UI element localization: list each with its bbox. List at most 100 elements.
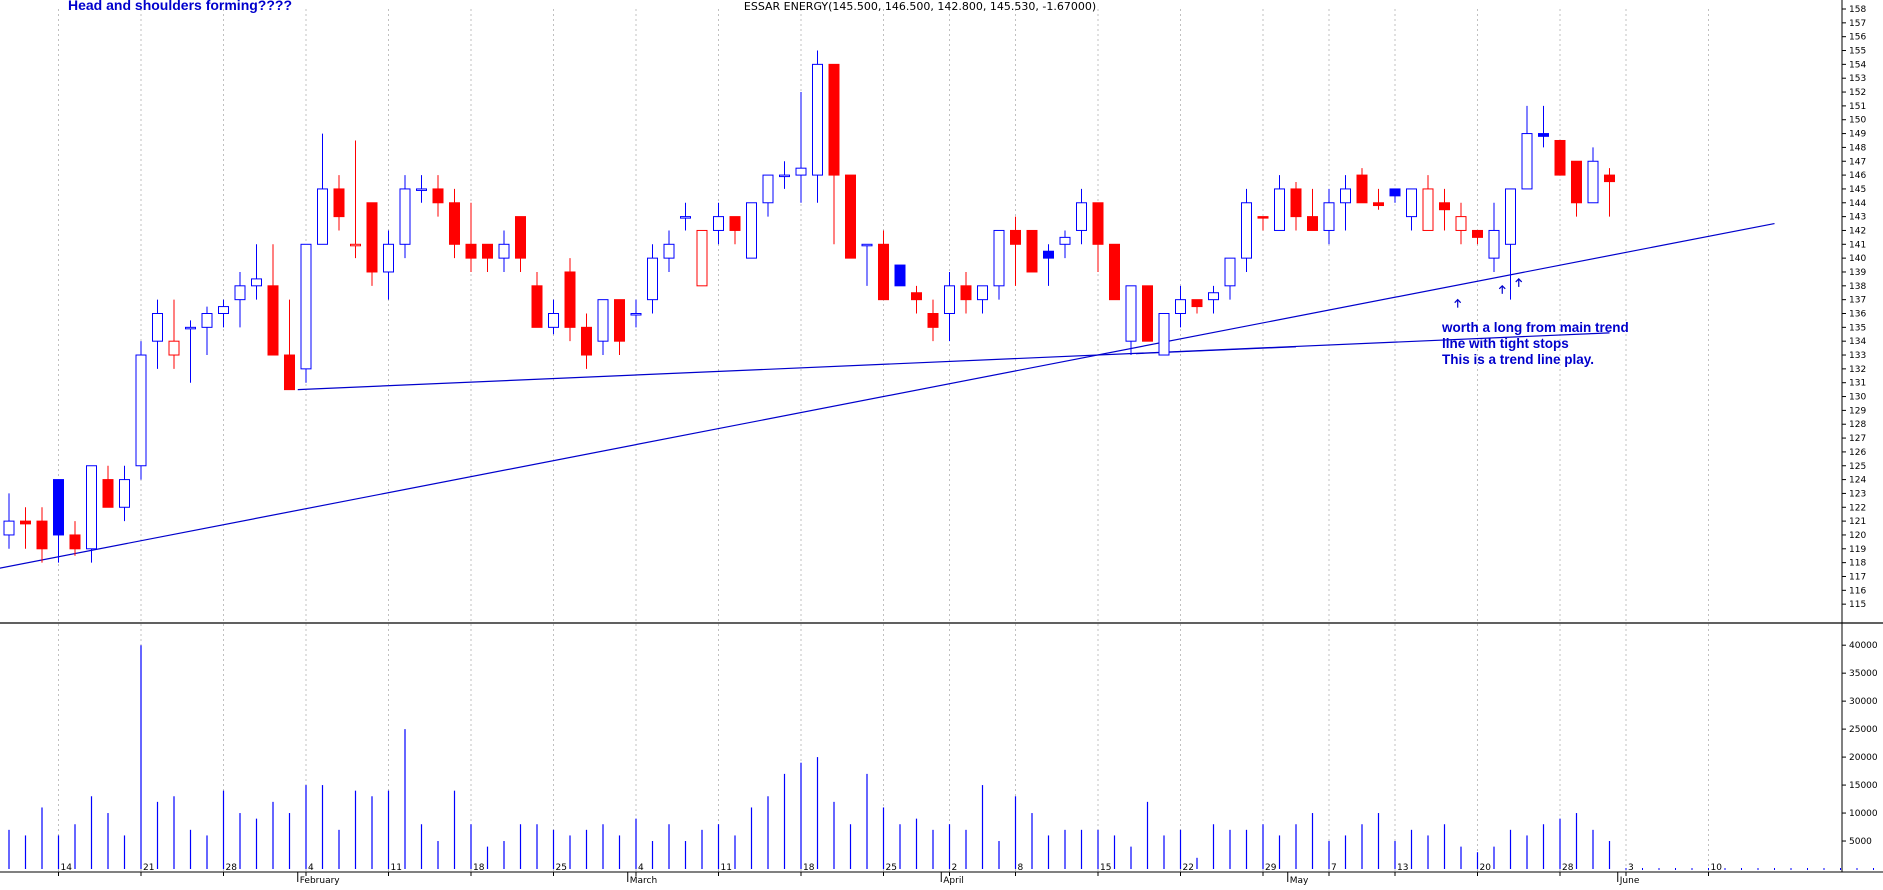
date-label: 8 bbox=[1018, 863, 1024, 873]
candle-body bbox=[1257, 216, 1269, 219]
candle-body bbox=[1571, 160, 1582, 204]
candle-body bbox=[663, 243, 675, 259]
arrow-head bbox=[1454, 298, 1462, 304]
price-tick-label: 132 bbox=[1849, 365, 1866, 375]
price-tick-label: 148 bbox=[1849, 143, 1866, 153]
date-label: 29 bbox=[1265, 863, 1277, 873]
date-label: 2 bbox=[952, 863, 958, 873]
candle-body bbox=[267, 285, 279, 356]
candle-body bbox=[1323, 202, 1335, 231]
candle-body bbox=[597, 299, 609, 342]
date-label: 25 bbox=[556, 863, 567, 873]
price-tick-label: 156 bbox=[1849, 33, 1866, 43]
candle-body bbox=[1406, 188, 1417, 218]
candle-body bbox=[119, 479, 130, 508]
annotation-head-and-shoulders: Head and shoulders forming???? bbox=[68, 0, 293, 13]
price-tick-label: 136 bbox=[1849, 310, 1866, 320]
candle-body bbox=[201, 313, 213, 328]
date-label: 22 bbox=[1183, 863, 1194, 873]
month-label: May bbox=[1290, 876, 1309, 885]
candle-body bbox=[1538, 133, 1549, 137]
candle-body bbox=[251, 278, 262, 287]
price-tick-label: 127 bbox=[1849, 434, 1866, 444]
candle-body bbox=[894, 264, 906, 287]
candle-body bbox=[779, 174, 790, 178]
candle-body bbox=[1175, 299, 1186, 314]
price-tick-label: 140 bbox=[1849, 254, 1866, 264]
candle-body bbox=[218, 306, 229, 315]
candle-body bbox=[1340, 188, 1351, 204]
candle-body bbox=[696, 229, 708, 287]
price-tick-label: 145 bbox=[1849, 185, 1866, 195]
candle-body bbox=[86, 465, 97, 550]
price-tick-label: 122 bbox=[1849, 503, 1866, 513]
annotation-line-1: worth a long from main trend bbox=[1442, 320, 1629, 335]
price-tick-label: 139 bbox=[1849, 268, 1866, 278]
price-tick-label: 158 bbox=[1849, 5, 1866, 15]
month-label: March bbox=[630, 876, 657, 885]
candle-body bbox=[383, 243, 394, 273]
price-tick-label: 126 bbox=[1849, 448, 1866, 458]
candle-body bbox=[498, 243, 510, 259]
candle-body bbox=[993, 229, 1005, 287]
price-tick-label: 152 bbox=[1849, 88, 1866, 98]
price-tick-label: 153 bbox=[1849, 74, 1866, 84]
price-tick-label: 151 bbox=[1849, 102, 1866, 112]
annotation-trade-note: worth a long from main trend line with t… bbox=[1442, 320, 1629, 368]
candle-body bbox=[152, 313, 163, 342]
price-tick-label: 143 bbox=[1849, 213, 1866, 223]
candle-body bbox=[1026, 229, 1038, 273]
candle-body bbox=[3, 520, 15, 536]
candle-body bbox=[1472, 229, 1483, 238]
candle-body bbox=[1356, 174, 1368, 204]
candle-body bbox=[399, 188, 411, 245]
price-tick-label: 154 bbox=[1849, 60, 1866, 70]
candle-body bbox=[614, 299, 625, 342]
candle-body bbox=[680, 216, 691, 219]
candle-body bbox=[548, 313, 559, 328]
price-tick-label: 155 bbox=[1849, 47, 1866, 57]
candle-body bbox=[317, 188, 328, 245]
candle-body bbox=[168, 340, 180, 356]
candle-body bbox=[515, 216, 526, 259]
date-label: 25 bbox=[886, 863, 897, 873]
price-tick-label: 157 bbox=[1849, 19, 1866, 29]
candle-body bbox=[1208, 292, 1219, 301]
price-tick-label: 141 bbox=[1849, 240, 1866, 250]
chart-title: ESSAR ENERGY(145.500, 146.500, 142.800, … bbox=[743, 0, 1097, 13]
price-tick-label: 117 bbox=[1849, 572, 1866, 582]
candle-body bbox=[333, 188, 345, 218]
candle-body bbox=[861, 243, 873, 247]
candle-body bbox=[1109, 243, 1120, 301]
date-label: 11 bbox=[391, 863, 402, 873]
candle-body bbox=[630, 313, 642, 316]
volume-tick-label: 5000 bbox=[1849, 837, 1872, 847]
candle-body bbox=[465, 243, 477, 259]
date-label: 3 bbox=[1628, 863, 1634, 873]
date-label: 13 bbox=[1397, 863, 1408, 873]
price-tick-label: 116 bbox=[1849, 586, 1866, 596]
date-label: 10 bbox=[1711, 863, 1723, 873]
trend-line bbox=[297, 332, 1610, 391]
volume-tick-label: 20000 bbox=[1849, 753, 1878, 763]
price-tick-label: 138 bbox=[1849, 282, 1866, 292]
price-tick-label: 119 bbox=[1849, 545, 1866, 555]
price-tick-label: 115 bbox=[1849, 600, 1866, 610]
date-label: 7 bbox=[1331, 863, 1337, 873]
candle-body bbox=[1241, 202, 1252, 259]
volume-tick-label: 25000 bbox=[1849, 725, 1878, 735]
candle-body bbox=[284, 354, 295, 391]
volume-tick-label: 15000 bbox=[1849, 781, 1878, 791]
candle-body bbox=[564, 271, 576, 328]
candle-body bbox=[1488, 229, 1500, 259]
price-tick-label: 135 bbox=[1849, 323, 1866, 333]
candle-body bbox=[878, 243, 889, 301]
candle-body bbox=[1290, 188, 1302, 218]
price-tick-label: 150 bbox=[1849, 116, 1866, 126]
volume-tick-label: 35000 bbox=[1849, 669, 1878, 679]
candle-body bbox=[1076, 202, 1087, 231]
candle-body bbox=[746, 202, 757, 259]
price-tick-label: 130 bbox=[1849, 393, 1866, 403]
date-label: 21 bbox=[143, 863, 154, 873]
candle-body bbox=[1224, 257, 1236, 287]
